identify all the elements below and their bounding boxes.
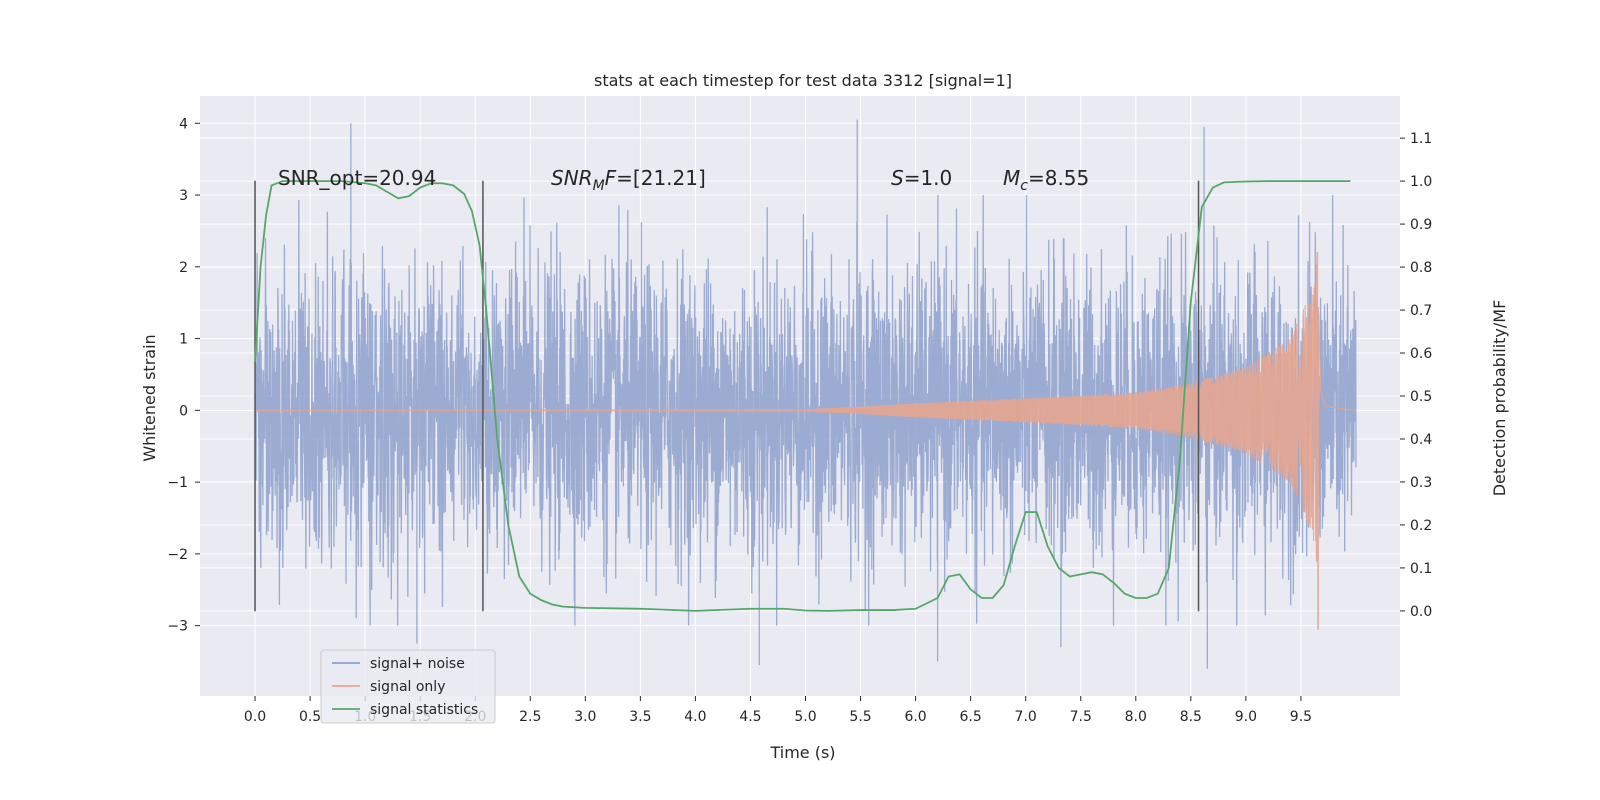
y-left-tick-label: 2	[179, 260, 188, 276]
y-axis-right-ticks: 1.1 1.0 0.9 0.8 0.7 0.6 0.5 0.4 0.3 0.2 0.1 0.0	[1400, 131, 1432, 620]
series-line-signal-statistics	[254, 180, 1351, 612]
x-tick-label: 6.5	[960, 709, 982, 725]
x-tick-label: 3.5	[629, 709, 651, 725]
y-right-tick-label: 0.9	[1410, 217, 1432, 233]
series-line-signal-only	[255, 251, 1357, 630]
x-tick-label: 0.0	[244, 709, 266, 725]
annotation-snr-mf: SNRMF=[21.21]	[551, 166, 706, 194]
annotation-snr-mf-rest-f: F	[605, 166, 617, 190]
annotation-mc-main: M	[1003, 166, 1020, 190]
annotation-snr-mf-subscript: M	[593, 178, 605, 194]
y-right-tick-label: 0.0	[1410, 604, 1432, 620]
x-tick-label: 9.5	[1290, 709, 1312, 725]
x-tick-label: 8.0	[1125, 709, 1147, 725]
y-left-tick-label: 0	[179, 403, 188, 419]
annotation-s-value: =1.0	[904, 166, 953, 190]
x-tick-label: 0.5	[299, 709, 321, 725]
legend: signal+ noise signal only signal statist…	[320, 649, 496, 724]
legend-label-signal-noise: signal+ noise	[370, 656, 465, 672]
chart-title: stats at each timestep for test data 331…	[594, 71, 1012, 90]
x-tick-label: 4.0	[684, 709, 706, 725]
y-left-tick-label: −3	[167, 619, 188, 635]
x-tick-label: 3.0	[574, 709, 596, 725]
y-left-tick-label: 1	[179, 332, 188, 348]
y-left-tick-label: 4	[179, 116, 188, 132]
y-axis-left-ticks: 4 3 2 1 0 −1 −2 −3	[167, 116, 200, 635]
y-right-tick-label: 0.4	[1410, 432, 1432, 448]
x-tick-label: 6.0	[904, 709, 926, 725]
x-tick-label: 5.5	[849, 709, 871, 725]
y-right-tick-label: 0.7	[1410, 303, 1432, 319]
x-tick-label: 5.0	[794, 709, 816, 725]
y-right-tick-label: 0.2	[1410, 518, 1432, 534]
annotation-snr-mf-main: SNR	[551, 166, 593, 190]
legend-label-signal-only: signal only	[370, 679, 445, 695]
x-tick-label: 9.0	[1235, 709, 1257, 725]
annotation-mc: Mc=8.55	[1003, 166, 1089, 194]
annotation-mc-subscript: c	[1020, 178, 1028, 194]
y-left-tick-label: 3	[179, 188, 188, 204]
y-right-tick-label: 0.5	[1410, 389, 1432, 405]
x-tick-label: 7.0	[1015, 709, 1037, 725]
annotation-snr-opt: SNR_opt=20.94	[278, 166, 436, 190]
y-right-tick-label: 0.8	[1410, 260, 1432, 276]
legend-label-signal-statistics: signal statistics	[370, 702, 478, 718]
x-tick-label: 2.5	[519, 709, 541, 725]
y-right-tick-label: 0.6	[1410, 346, 1432, 362]
annotation-s: S=1.0	[891, 166, 952, 190]
series-line-signal-noise	[254, 119, 1357, 669]
y-right-tick-label: 0.3	[1410, 475, 1432, 491]
legend-box	[320, 649, 496, 724]
segment-markers	[254, 180, 1200, 612]
y-right-tick-label: 1.0	[1410, 174, 1432, 190]
y-right-tick-label: 0.1	[1410, 561, 1432, 577]
y-axis-right-label: Detection probability/MF	[1490, 300, 1509, 497]
y-left-tick-label: −2	[167, 547, 188, 563]
annotation-snr-mf-value: =[21.21]	[616, 166, 706, 190]
x-axis-label: Time (s)	[769, 743, 835, 762]
y-left-tick-label: −1	[167, 475, 188, 491]
x-axis-ticks: 0.00.51.01.52.02.53.03.54.04.55.05.56.06…	[244, 696, 1312, 725]
x-tick-label: 4.5	[739, 709, 761, 725]
x-tick-label: 7.5	[1070, 709, 1092, 725]
annotation-mc-value: =8.55	[1028, 166, 1089, 190]
y-axis-left-label: Whitened strain	[140, 334, 159, 461]
annotation-s-main: S	[891, 166, 904, 190]
x-tick-label: 8.5	[1180, 709, 1202, 725]
y-right-tick-label: 1.1	[1410, 131, 1432, 147]
